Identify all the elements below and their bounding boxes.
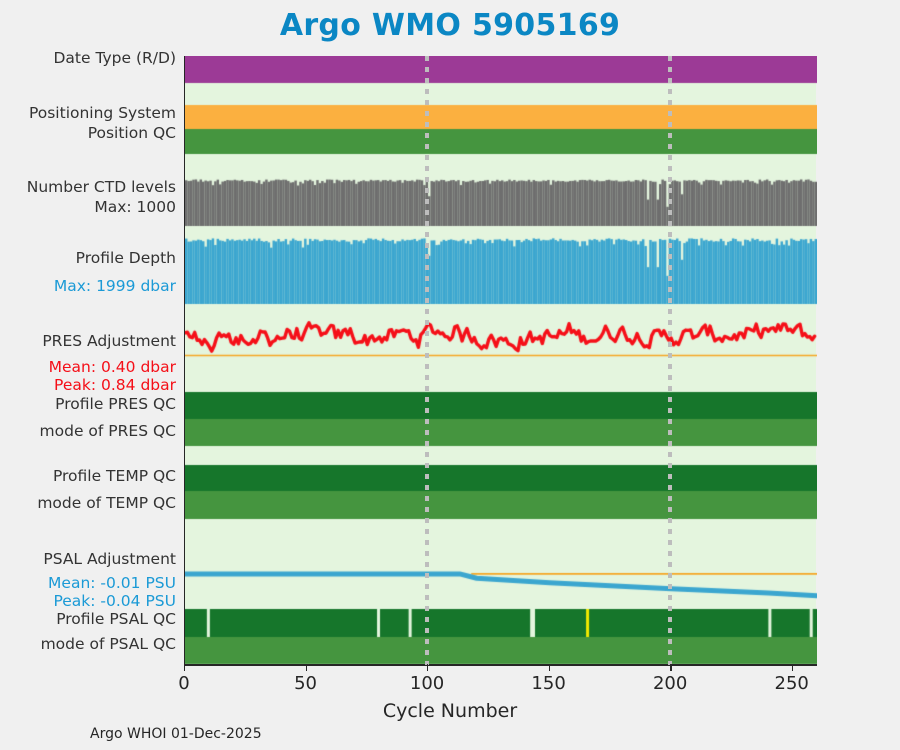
label-profile-depth: Profile Depth [75, 249, 176, 267]
x-tick-100 [427, 664, 429, 671]
label-date-type: Date Type (R/D) [53, 49, 176, 67]
x-tick-label-150: 150 [531, 673, 566, 694]
label-mode-temp-qc: mode of TEMP QC [37, 494, 176, 512]
event-line-cycle-200 [668, 56, 673, 665]
figure-footer: Argo WHOI 01-Dec-2025 [90, 726, 262, 742]
label-depth-max: Max: 1999 dbar [53, 277, 176, 295]
label-profile-temp-qc: Profile TEMP QC [52, 467, 176, 485]
label-ctd-max: Max: 1000 [94, 198, 176, 216]
x-tick-label-100: 100 [409, 673, 445, 694]
event-line-cycle-100 [425, 56, 430, 665]
x-axis-label: Cycle Number [382, 700, 518, 722]
page-title: Argo WMO 5905169 [279, 8, 621, 43]
x-tick-200 [670, 664, 672, 671]
label-psal-adjustment: PSAL Adjustment [43, 550, 176, 568]
label-pres-mean: Mean: 0.40 dbar [48, 358, 176, 376]
label-profile-psal-qc: Profile PSAL QC [56, 610, 176, 628]
x-tick-label-250: 250 [774, 673, 809, 694]
plot-area [184, 56, 817, 665]
plot-canvas [185, 56, 817, 665]
label-pres-adjustment: PRES Adjustment [42, 332, 176, 350]
label-positioning-system: Positioning System [28, 104, 176, 122]
x-axis-line [184, 664, 817, 666]
label-mode-pres-qc: mode of PRES QC [39, 422, 176, 440]
x-tick-label-200: 200 [652, 673, 688, 694]
x-tick-250 [791, 664, 794, 671]
x-tick-label-0: 0 [178, 673, 190, 694]
label-psal-mean: Mean: -0.01 PSU [48, 574, 176, 592]
label-pres-peak: Peak: 0.84 dbar [54, 376, 176, 394]
label-mode-psal-qc: mode of PSAL QC [40, 635, 176, 653]
x-tick-0 [184, 664, 186, 671]
x-tick-50 [305, 664, 307, 671]
label-psal-peak: Peak: -0.04 PSU [53, 592, 176, 610]
label-number-ctd-levels: Number CTD levels [26, 178, 176, 196]
x-tick-label-50: 50 [294, 673, 317, 694]
label-profile-pres-qc: Profile PRES QC [55, 395, 176, 413]
label-position-qc: Position QC [87, 124, 176, 142]
x-tick-150 [548, 664, 550, 671]
